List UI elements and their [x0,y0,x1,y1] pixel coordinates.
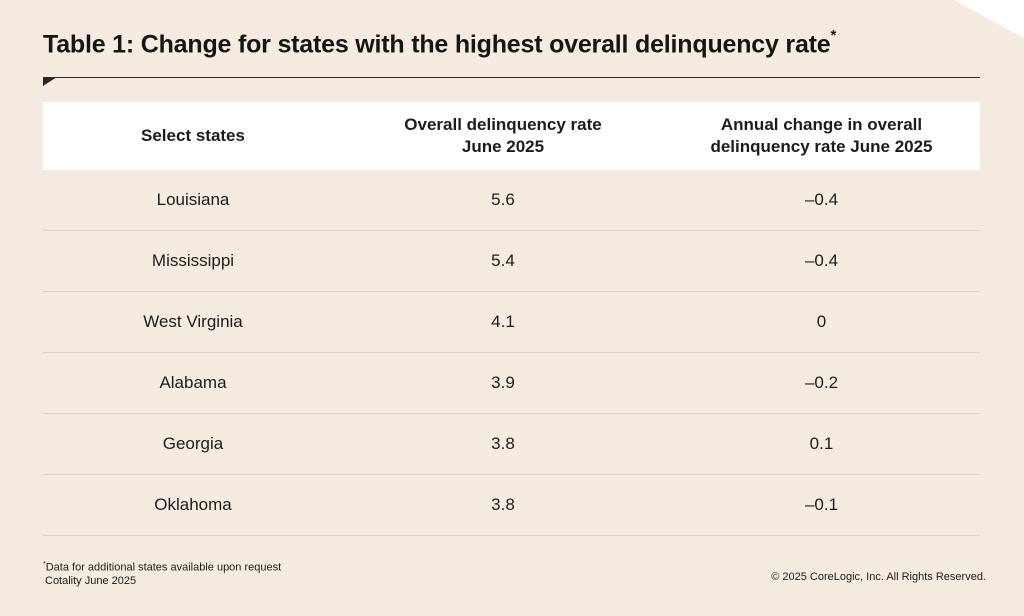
table-row: Georgia 3.8 0.1 [43,414,980,475]
rate-cell: 3.8 [491,495,515,514]
rate-cell: 3.8 [491,434,515,453]
table-header-row: Select states Overall delinquency rate J… [43,102,980,170]
header-overall-line-2: June 2025 [461,137,545,156]
divider-notch [43,77,57,86]
footnote-text: Data for additional states available upo… [45,561,282,574]
change-cell: –0.4 [804,190,839,209]
table-row: Louisiana 5.6 –0.4 [43,170,980,231]
title-divider [43,77,980,78]
state-cell: Alabama [159,373,227,392]
table-row: Mississippi 5.4 –0.4 [43,231,980,292]
rate-cell: 5.6 [491,190,515,209]
table-title-text: Table 1: Change for states with the high… [43,30,831,59]
header-select-states-line-1: Select states [141,126,245,145]
delinquency-table: Select states Overall delinquency rate J… [43,102,980,536]
footnote-asterisk: * [43,561,46,568]
page-corner-decoration [954,0,1024,38]
table-row: Oklahoma 3.8 –0.1 [43,475,980,536]
footnote: *Data for additional states available up… [43,558,281,588]
state-cell: Georgia [162,434,224,453]
table-row: Alabama 3.9 –0.2 [43,353,980,414]
change-cell: –0.1 [804,495,839,514]
rate-cell: 3.9 [491,373,515,392]
state-cell: Mississippi [151,251,235,270]
header-annual-line-2: delinquency rate June 2025 [710,137,933,156]
header-annual-change: Annual change in overall delinquency rat… [663,114,980,158]
rate-cell: 4.1 [491,312,515,331]
title-asterisk: * [830,27,837,44]
change-cell: –0.2 [804,373,839,392]
header-overall-line-1: Overall delinquency rate [404,115,602,134]
table-title: Table 1: Change for states with the high… [43,27,837,59]
header-select-states: Select states [43,125,343,147]
table-row: West Virginia 4.1 0 [43,292,980,353]
source-note: Cotality June 2025 [45,574,137,587]
change-cell: –0.4 [804,251,839,270]
rate-cell: 5.4 [491,251,515,270]
copyright-notice: © 2025 CoreLogic, Inc. All Rights Reserv… [771,571,986,583]
state-cell: Oklahoma [154,495,232,514]
state-cell: West Virginia [143,312,243,331]
change-cell: 0 [816,312,827,331]
change-cell: 0.1 [809,434,834,453]
header-annual-line-1: Annual change in overall [720,115,923,134]
state-cell: Louisiana [156,190,230,209]
header-overall-delinquency-rate: Overall delinquency rate June 2025 [343,114,663,158]
